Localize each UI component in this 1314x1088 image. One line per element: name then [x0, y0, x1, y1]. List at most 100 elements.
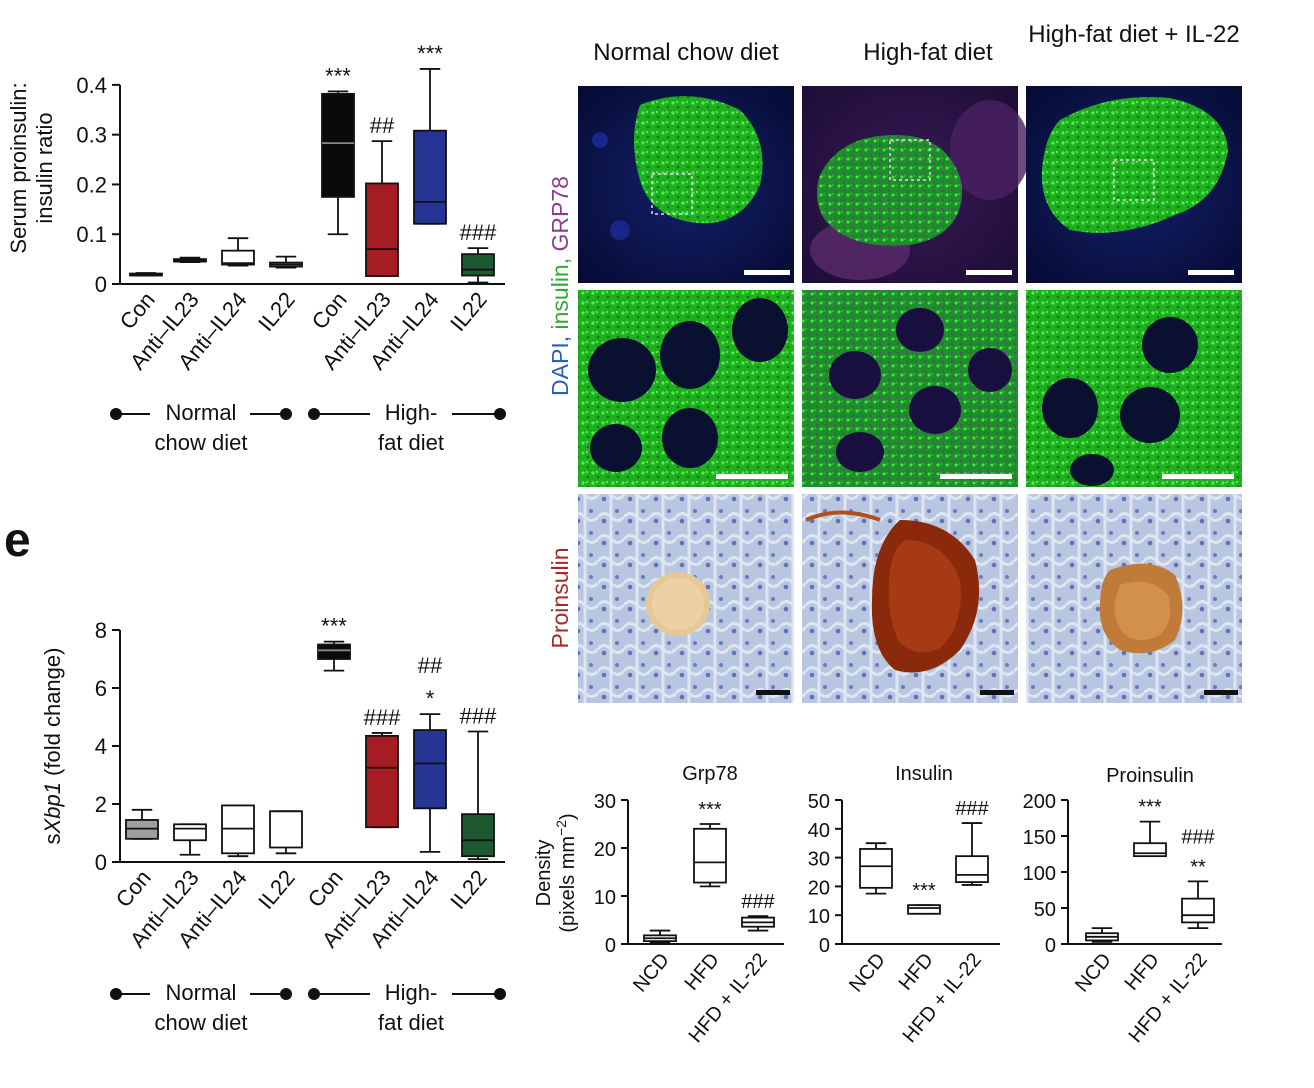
- y-axis-label-line2: insulin ratio: [32, 112, 57, 223]
- box-3: [221, 237, 255, 267]
- boxes: *** ## *** ###: [129, 41, 497, 284]
- y-axis-label-line1: Density: [533, 840, 555, 907]
- group-legend-bottom: Normal chow diet High- fat diet: [110, 980, 506, 1035]
- box-2: ***: [693, 799, 727, 888]
- significance-label: **: [1190, 856, 1206, 878]
- significance-label: ***: [912, 880, 936, 902]
- significance-label: ###: [955, 798, 989, 820]
- x-tick-label: NCD: [845, 949, 890, 996]
- group-hfd-line1: High-: [385, 980, 438, 1005]
- y-tick-label: 0.1: [76, 222, 107, 247]
- x-tick-label: HFD: [681, 949, 724, 995]
- group-normal-line1: Normal: [166, 400, 237, 425]
- x-tick-label: Con: [111, 865, 156, 912]
- group-normal-line1: Normal: [166, 980, 237, 1005]
- box-4: [269, 255, 303, 269]
- proinsulin-ratio-chart: Serum proinsulin: insulin ratio 00.10.20…: [6, 41, 505, 374]
- column-header-hfd-il22: High-fat diet + IL-22: [1028, 21, 1239, 48]
- box-iqr: [317, 643, 351, 660]
- y-tick-label: 20: [594, 839, 616, 861]
- image-hfd-il22-high-mag: [1026, 290, 1242, 487]
- y-tick-label: 10: [808, 906, 830, 928]
- box-1: [1085, 927, 1119, 943]
- image-ncd-low-mag: [578, 86, 794, 283]
- image-hfd-high-mag: [802, 290, 1018, 487]
- y-tick-label: 30: [594, 791, 616, 813]
- boxes: *** ###: [859, 798, 990, 915]
- x-tick-label: NCD: [629, 949, 674, 996]
- y-axis-label: sXbp1 (fold change): [40, 648, 65, 845]
- box-3: ###: [741, 891, 776, 932]
- y-tick-label: 200: [1023, 791, 1056, 813]
- box-iqr: [413, 729, 447, 810]
- image-hfd-il22-low-mag: [1026, 86, 1242, 283]
- significance-label: ***: [325, 63, 351, 88]
- y-tick-label: 0: [95, 850, 107, 875]
- x-tick-label: HFD: [1121, 949, 1164, 995]
- y-tick-label: 150: [1023, 827, 1056, 849]
- y-ticks: 0 10 20 30 40 50: [808, 791, 842, 957]
- x-tick-label: IL22: [253, 287, 300, 336]
- box-5: ***: [321, 63, 355, 236]
- y-tick-label: 20: [808, 877, 830, 899]
- image-ncd-high-mag: [578, 290, 794, 487]
- box-2: [173, 256, 207, 263]
- group-hfd-line1: High-: [385, 400, 438, 425]
- box-5: ***: [317, 614, 351, 672]
- box-iqr: [269, 810, 303, 849]
- axes: [627, 800, 784, 945]
- significance-label: ***: [1138, 797, 1162, 819]
- box-iqr: [1133, 842, 1167, 858]
- significance-label: ###: [460, 704, 497, 729]
- x-tick-label: IL22: [445, 287, 492, 336]
- box-7: * ##: [413, 653, 447, 853]
- box-1: [125, 808, 159, 840]
- y-tick-label: 0.2: [76, 172, 107, 197]
- box-3: ** ###: [1181, 826, 1216, 930]
- y-ticks: 0 2 4 6 8: [95, 618, 120, 875]
- box-1: [859, 842, 893, 895]
- image-ncd-proinsulin: [578, 494, 794, 703]
- significance-label: ***: [417, 41, 443, 66]
- significance-label-secondary: ##: [418, 653, 443, 678]
- box-iqr: [413, 129, 447, 225]
- group-legend-top: Normal chow diet High- fat diet: [110, 400, 506, 455]
- y-tick-label: 10: [594, 887, 616, 909]
- box-iqr: [173, 823, 207, 842]
- y-ticks: 0 50 100 150 200: [1023, 791, 1068, 957]
- chart-title: Grp78: [682, 763, 738, 785]
- box-iqr: [955, 855, 989, 883]
- x-tick-label: IL22: [445, 865, 492, 914]
- y-tick-label: 30: [808, 849, 830, 871]
- significance-label: ***: [698, 799, 722, 821]
- box-iqr: [461, 813, 495, 858]
- x-tick-label: HFD: [895, 949, 938, 995]
- y-axis-label-line2: (pixels mm−2): [553, 813, 579, 932]
- y-tick-label: 0: [1045, 935, 1056, 957]
- significance-label: ***: [321, 614, 347, 639]
- box-iqr: [859, 848, 893, 889]
- group-normal-line2: chow diet: [155, 1010, 248, 1035]
- image-hfd-il22-proinsulin: [1026, 494, 1242, 703]
- box-7: ***: [413, 41, 447, 225]
- group-hfd-line2: fat diet: [378, 1010, 444, 1035]
- significance-label: ###: [364, 705, 401, 730]
- box-iqr: [907, 904, 941, 915]
- x-tick-label: NCD: [1071, 949, 1116, 996]
- axes: [119, 84, 505, 285]
- y-tick-label: 8: [95, 618, 107, 643]
- stain-label-fluorescence: DAPI, insulin, GRP78: [547, 176, 573, 396]
- y-tick-label: 0.4: [76, 73, 107, 98]
- group-hfd-line2: fat diet: [378, 430, 444, 455]
- box-1: [643, 929, 677, 944]
- chart-title: Proinsulin: [1106, 765, 1194, 787]
- significance-label: ###: [460, 220, 497, 245]
- y-tick-label: 0: [605, 935, 616, 957]
- group-normal-line2: chow diet: [155, 430, 248, 455]
